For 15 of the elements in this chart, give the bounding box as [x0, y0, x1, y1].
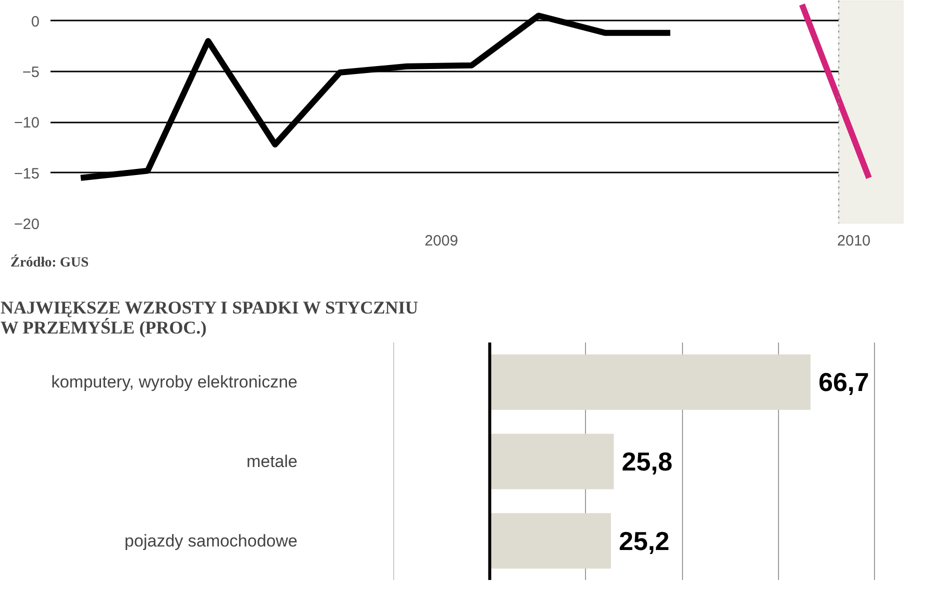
- y-tick-label: metale: [246, 452, 298, 471]
- y-tick-label: −10: [14, 114, 40, 132]
- y-tick-label: 0: [31, 13, 40, 30]
- y-tick-label: komputery, wyroby elektroniczne: [51, 372, 298, 392]
- y-tick-label: pojazdy samochodowe: [124, 531, 298, 550]
- data-label: 25,2: [618, 526, 670, 556]
- data-label: 25,8: [622, 446, 672, 476]
- x-tick-label: 2010: [837, 232, 871, 250]
- y-tick-label: −20: [14, 216, 40, 233]
- text: NAJWIĘKSZE WZROSTY I SPADKI W STYCZNIU W PRZEMYŚLE (PROC.): [0, 298, 418, 338]
- data-label: 66,7: [818, 367, 870, 398]
- y-tick-label: −5: [22, 64, 40, 81]
- x-tick-label: 2009: [424, 232, 458, 250]
- text: Źródło: GUS: [10, 254, 89, 270]
- y-tick-label: −15: [14, 165, 40, 182]
